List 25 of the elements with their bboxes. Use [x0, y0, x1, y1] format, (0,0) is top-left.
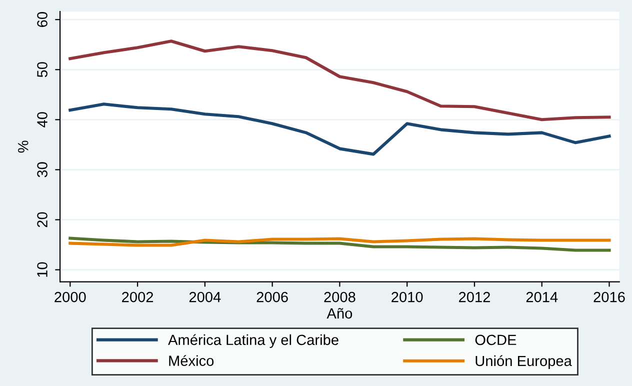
line-series	[68, 236, 611, 252]
legend-label: Unión Europea	[476, 355, 572, 370]
y-tick-label: 20	[37, 212, 48, 228]
legend-label: América Latina y el Caribe	[168, 334, 338, 348]
legend-label: OCDE	[475, 334, 516, 346]
x-tick-label: 2010	[392, 292, 423, 302]
x-tick-label: 2008	[324, 292, 356, 302]
x-tick-label: 2014	[526, 292, 558, 302]
y-axis-title: %	[18, 140, 28, 153]
line-series	[68, 102, 611, 156]
y-tick-label: 10	[37, 262, 48, 277]
line-series	[68, 237, 611, 247]
y-tick-label: 60	[37, 12, 48, 27]
x-tick-label: 2016	[594, 292, 625, 302]
x-tick-label: 2006	[256, 292, 288, 302]
x-tick-label: 2000	[54, 292, 86, 302]
line-series	[68, 40, 611, 122]
x-tick-label: 2012	[458, 292, 490, 302]
y-tick-label: 30	[37, 162, 48, 178]
x-tick-label: 2004	[189, 292, 221, 302]
legend-label: México	[169, 355, 214, 366]
x-tick-label: 2002	[122, 292, 154, 302]
y-tick-label: 50	[37, 62, 48, 78]
y-tick-label: 40	[37, 112, 48, 128]
x-axis-title: Año	[326, 308, 352, 319]
